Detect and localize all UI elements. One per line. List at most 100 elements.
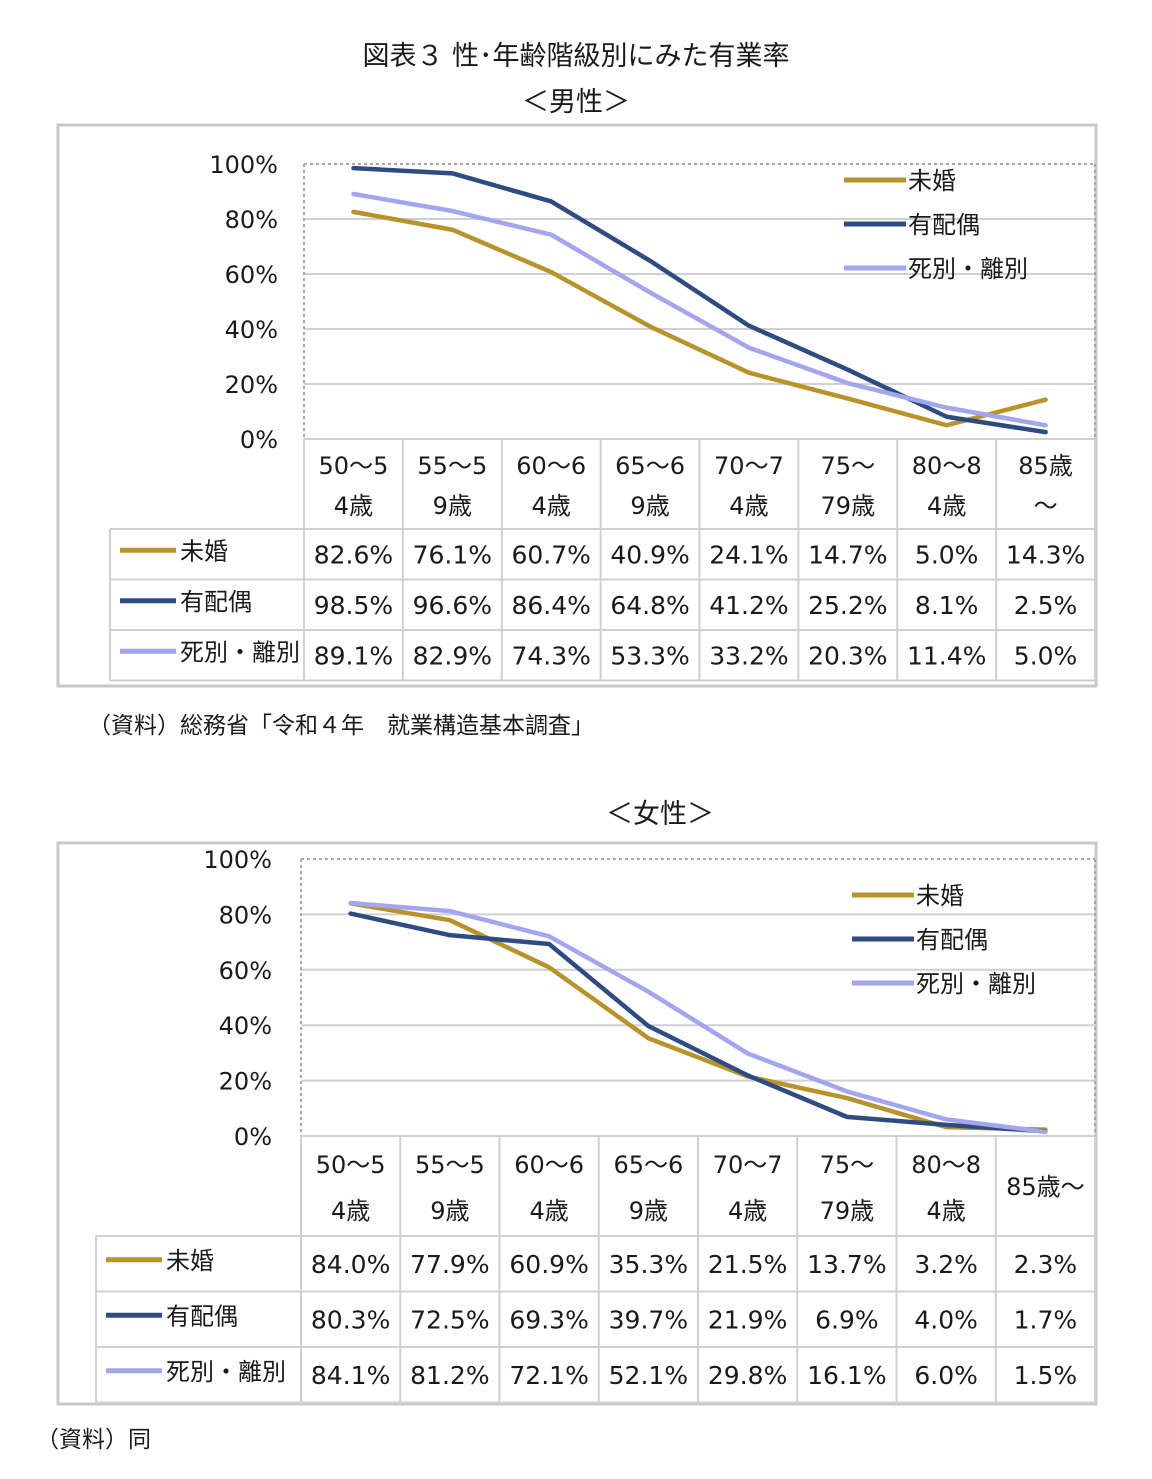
male-x-tick-label: 9歳 — [433, 492, 472, 520]
male-table-series-name: 有配偶 — [180, 588, 252, 616]
female-data-label: 29.8% — [708, 1361, 787, 1390]
male-data-label: 41.2% — [709, 591, 788, 620]
female-data-label: 77.9% — [410, 1250, 489, 1279]
female-data-label: 69.3% — [509, 1305, 588, 1334]
female-x-tick-label: 4歳 — [926, 1197, 965, 1225]
male-source-note: （資料）総務省「令和４年 就業構造基本調査」 — [88, 706, 594, 740]
male-data-label: 11.4% — [907, 641, 986, 670]
female-table-series-name: 有配偶 — [166, 1302, 238, 1330]
female-x-tick-label: 9歳 — [629, 1197, 668, 1225]
male-data-label: 89.1% — [314, 641, 393, 670]
female-x-tick-label: 80～8 — [911, 1151, 981, 1179]
female-y-tick-label: 80% — [219, 901, 272, 929]
female-data-label: 3.2% — [914, 1250, 978, 1279]
female-data-label: 60.9% — [509, 1250, 588, 1279]
male-x-tick-label: 60～6 — [516, 452, 586, 480]
male-data-label: 64.8% — [610, 591, 689, 620]
female-data-label: 6.9% — [815, 1305, 879, 1334]
female-x-tick-label: 4歳 — [529, 1197, 568, 1225]
female-data-label: 81.2% — [410, 1361, 489, 1390]
male-data-label: 33.2% — [709, 641, 788, 670]
female-data-label: 80.3% — [311, 1305, 390, 1334]
male-data-label: 25.2% — [808, 591, 887, 620]
female-table-series-name: 未婚 — [166, 1247, 214, 1275]
male-x-tick-label: 4歳 — [927, 492, 966, 520]
male-data-label: 2.5% — [1014, 591, 1078, 620]
male-x-tick-label: 70～7 — [714, 452, 784, 480]
female-y-tick-label: 20% — [219, 1068, 272, 1096]
male-data-label: 5.0% — [1014, 641, 1078, 670]
female-data-label: 1.5% — [1014, 1361, 1078, 1390]
male-table-series-name: 死別・離別 — [180, 638, 300, 666]
male-x-tick-label: 75～ — [821, 452, 876, 480]
male-data-label: 60.7% — [511, 540, 590, 569]
male-data-label: 8.1% — [915, 591, 979, 620]
male-y-tick-label: 60% — [225, 261, 278, 289]
female-data-label: 35.3% — [609, 1250, 688, 1279]
male-data-label: 5.0% — [915, 540, 979, 569]
male-x-tick-label: 4歳 — [729, 492, 768, 520]
male-data-label: 14.3% — [1006, 540, 1085, 569]
male-employment-chart: 0% 20% 40% 60% 80% 100% 50～5 4歳 55～5 9歳 60～6 4歳 65～6… — [0, 120, 1152, 692]
male-x-tick-label: 4歳 — [334, 492, 373, 520]
male-data-label: 96.6% — [413, 591, 492, 620]
male-data-label: 82.9% — [413, 641, 492, 670]
male-y-tick-label: 80% — [225, 206, 278, 234]
main-title: 図表３ 性･年齢階級別にみた有業率 — [0, 34, 1152, 73]
female-data-label: 13.7% — [807, 1250, 886, 1279]
female-source-note: （資料）同 — [36, 1420, 151, 1454]
male-y-tick-label: 0% — [240, 426, 278, 454]
male-legend-label: 未婚 — [908, 167, 956, 195]
female-employment-chart: 0% 20% 40% 60% 80% 100% 50～5 4歳 55～5 9歳 60～6 4歳 65～6… — [0, 838, 1152, 1410]
male-data-label: 82.6% — [314, 540, 393, 569]
male-data-label: 24.1% — [709, 540, 788, 569]
male-x-tick-label: 79歳 — [821, 492, 876, 520]
female-data-label: 72.5% — [410, 1305, 489, 1334]
female-legend-label: 未婚 — [916, 882, 964, 910]
male-data-label: 20.3% — [808, 641, 887, 670]
male-y-tick-label: 40% — [225, 316, 278, 344]
female-table-series-name: 死別・離別 — [166, 1358, 286, 1386]
female-data-label: 52.1% — [609, 1361, 688, 1390]
male-x-tick-label: 80～8 — [912, 452, 982, 480]
male-series-line-married — [353, 168, 1045, 432]
female-data-label: 2.3% — [1014, 1250, 1078, 1279]
female-x-tick-label: 85歳～ — [1006, 1173, 1085, 1201]
male-data-label: 76.1% — [413, 540, 492, 569]
male-chart-title: ＜男性＞ — [0, 80, 1152, 119]
female-chart-title: ＜女性＞ — [84, 792, 1152, 831]
male-x-tick-label: 50～5 — [319, 452, 389, 480]
male-x-tick-label: 55～5 — [417, 452, 487, 480]
female-x-tick-label: 60～6 — [514, 1151, 584, 1179]
male-x-tick-label: 4歳 — [532, 492, 571, 520]
male-y-tick-label: 20% — [225, 371, 278, 399]
female-x-tick-label: 75～ — [820, 1151, 875, 1179]
female-legend-label: 有配偶 — [916, 926, 988, 954]
female-x-tick-label: 4歳 — [331, 1197, 370, 1225]
female-data-label: 39.7% — [609, 1305, 688, 1334]
male-legend-label: 死別・離別 — [908, 255, 1028, 283]
male-x-tick-label: 85歳 — [1018, 452, 1073, 480]
female-data-label: 21.9% — [708, 1305, 787, 1334]
female-y-tick-label: 0% — [234, 1123, 272, 1151]
female-data-label: 4.0% — [914, 1305, 978, 1334]
female-data-label: 1.7% — [1014, 1305, 1078, 1334]
female-legend-label: 死別・離別 — [916, 970, 1036, 998]
female-x-tick-label: 9歳 — [430, 1197, 469, 1225]
female-data-label: 84.1% — [311, 1361, 390, 1390]
male-y-tick-label: 100% — [209, 151, 278, 179]
male-data-label: 86.4% — [511, 591, 590, 620]
female-data-label: 72.1% — [509, 1361, 588, 1390]
female-data-label: 16.1% — [807, 1361, 886, 1390]
male-data-label: 74.3% — [511, 641, 590, 670]
female-data-label: 6.0% — [914, 1361, 978, 1390]
male-data-label: 40.9% — [610, 540, 689, 569]
male-legend-label: 有配偶 — [908, 211, 980, 239]
male-data-label: 53.3% — [610, 641, 689, 670]
female-x-tick-label: 50～5 — [316, 1151, 386, 1179]
male-x-tick-label: 65～6 — [615, 452, 685, 480]
male-x-tick-label: ～ — [1034, 492, 1058, 520]
male-data-label: 14.7% — [808, 540, 887, 569]
female-y-tick-label: 40% — [219, 1012, 272, 1040]
female-x-tick-label: 55～5 — [415, 1151, 485, 1179]
